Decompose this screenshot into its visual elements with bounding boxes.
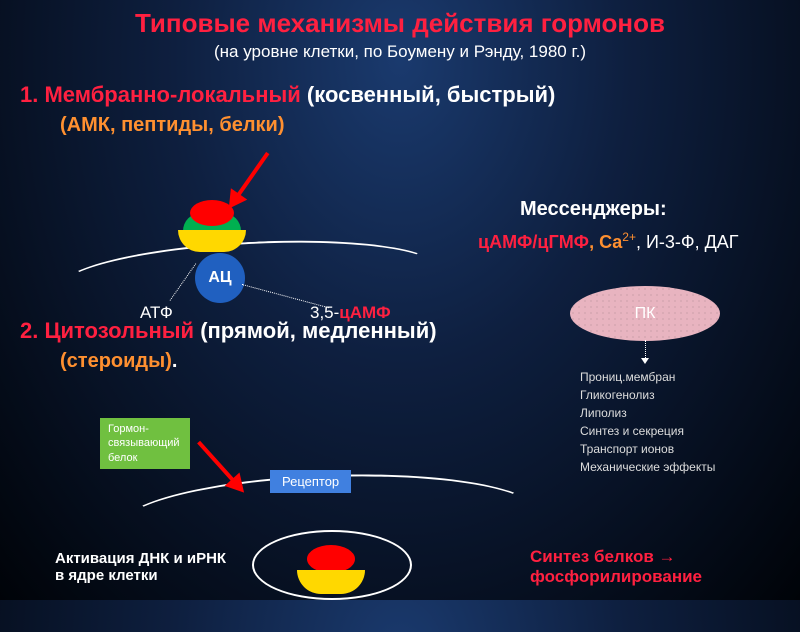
effect-3: Синтез и секреция: [580, 422, 715, 440]
effect-5: Механические эффекты: [580, 458, 715, 476]
msg-ca: , Са: [589, 232, 622, 252]
ac-circle: АЦ: [195, 253, 245, 303]
hormone-binding-box: Гормон-связывающий белок: [100, 418, 190, 469]
receptor-text: Рецептор: [282, 474, 339, 489]
title-text: Типовые механизмы действия гормонов: [135, 8, 665, 38]
ac-label: АЦ: [208, 269, 231, 287]
section2-heading: 2. Цитозольный (прямой, медленный): [20, 318, 437, 344]
effects-list: Прониц.мембран Гликогенолиз Липолиз Синт…: [580, 368, 715, 476]
hormone-binding-text: Гормон-связывающий белок: [108, 423, 180, 464]
pk-oval: ПК: [570, 286, 720, 341]
hormone-red-nucleus: [307, 545, 355, 573]
messengers-title: Мессенджеры:: [520, 198, 667, 221]
section1-heading: 1. Мембранно-локальный (косвенный, быстр…: [20, 82, 555, 108]
arrow-to-receptor-2: [197, 441, 237, 485]
section2-num: 2. Цитозольный: [20, 318, 194, 343]
receptor-box: Рецептор: [270, 470, 351, 493]
effect-2: Липолиз: [580, 404, 715, 422]
section2-desc: (прямой, медленный): [194, 318, 437, 343]
section1-desc: (косвенный, быстрый): [301, 82, 556, 107]
section1-note: (АМК, пептиды, белки): [60, 114, 285, 137]
effect-0: Прониц.мембран: [580, 368, 715, 386]
effect-1: Гликогенолиз: [580, 386, 715, 404]
synthesis-label: Синтез белков → фосфорилирование: [530, 547, 770, 587]
effect-4: Транспорт ионов: [580, 440, 715, 458]
msg-ca-sup: 2+: [622, 230, 636, 244]
pk-label: ПК: [635, 305, 656, 323]
messengers-line: цАМФ/цГМФ, Са2+, И-3-Ф, ДАГ: [478, 230, 758, 253]
arrow-to-receptor-1: [235, 152, 270, 199]
msg-camp: цАМФ/цГМФ: [478, 232, 589, 252]
dna-label: Активация ДНК и иРНК в ядре клетки: [55, 550, 235, 584]
msg-rest: , И-3-Ф, ДАГ: [636, 232, 739, 252]
section2-note: (стероиды).: [60, 350, 177, 373]
section2-note-text: (стероиды): [60, 350, 172, 372]
section1-num: 1. Мембранно-локальный: [20, 82, 301, 107]
pk-arrowhead: [641, 358, 649, 364]
subtitle: (на уровне клетки, по Боумену и Рэнду, 1…: [0, 42, 800, 62]
main-title: Типовые механизмы действия гормонов: [0, 8, 800, 39]
